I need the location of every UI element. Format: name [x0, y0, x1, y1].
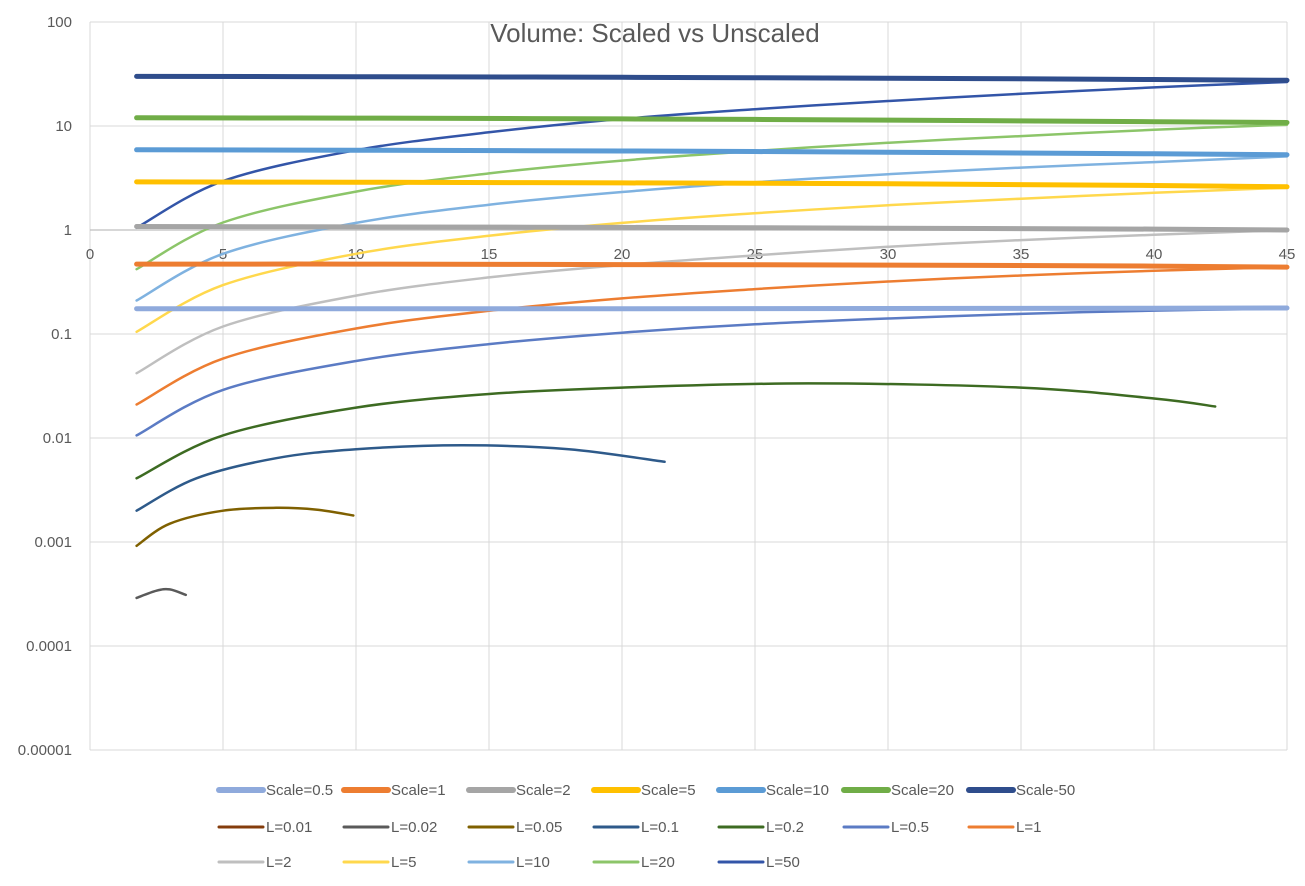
series-line-scale-20 — [134, 115, 1290, 125]
legend-item: L=2 — [217, 854, 291, 871]
x-tick-label: 35 — [1013, 246, 1030, 263]
legend-label: Scale=2 — [516, 782, 571, 799]
legend-label: Scale=5 — [641, 782, 696, 799]
x-tick-label: 40 — [1146, 246, 1163, 263]
legend-item: L=0.05 — [467, 819, 562, 836]
legend-item: Scale=20 — [841, 782, 954, 799]
series-line-scale-0-5 — [134, 305, 1290, 312]
series-line-l-1 — [135, 265, 1289, 406]
legend-label: Scale=0.5 — [266, 782, 333, 799]
legend-label: L=10 — [516, 854, 550, 871]
legend-item: L=0.2 — [717, 819, 804, 836]
series-line-l-2 — [135, 228, 1289, 375]
legend-label: L=1 — [1016, 819, 1041, 836]
series-line-l-0-02 — [135, 587, 188, 600]
y-axis-ticks: 100 10 1 0.1 0.01 0.001 0.0001 0.00001 — [18, 14, 72, 759]
gridlines — [89, 21, 1288, 751]
series-line-scale-10 — [134, 147, 1290, 158]
x-tick-label: 30 — [880, 246, 897, 263]
series-line-scale-50 — [134, 73, 1290, 83]
x-tick-label: 15 — [481, 246, 498, 263]
y-tick-label: 100 — [47, 14, 72, 31]
legend-item: L=10 — [467, 854, 550, 871]
legend-item: Scale=0.5 — [216, 782, 333, 799]
legend-label: L=0.2 — [766, 819, 804, 836]
x-tick-label: 0 — [86, 246, 94, 263]
legend-item: L=5 — [342, 854, 416, 871]
y-tick-label: 0.0001 — [26, 638, 72, 655]
legend-item: L=0.01 — [217, 819, 312, 836]
legend-item: L=0.02 — [342, 819, 437, 836]
legend-item: Scale=5 — [591, 782, 696, 799]
legend-item: Scale-50 — [966, 782, 1075, 799]
legend-item: L=0.5 — [842, 819, 929, 836]
y-tick-label: 0.00001 — [18, 742, 72, 759]
legend-label: L=0.01 — [266, 819, 312, 836]
legend-label: L=20 — [641, 854, 675, 871]
series-line-scale-5 — [134, 179, 1290, 190]
legend-item: L=20 — [592, 854, 675, 871]
legend-label: L=0.5 — [891, 819, 929, 836]
legend: Scale=0.5 Scale=1 Scale=2 Scale=5 Scale=10 Sc… — [216, 782, 1075, 871]
x-tick-label: 45 — [1279, 246, 1296, 263]
series-line-l-0-5 — [135, 307, 1289, 437]
legend-label: L=5 — [391, 854, 416, 871]
legend-label: L=50 — [766, 854, 800, 871]
chart-title: Volume: Scaled vs Unscaled — [490, 18, 820, 48]
y-tick-label: 0.01 — [43, 430, 72, 447]
series-line-l-0-2 — [135, 382, 1217, 480]
legend-label: L=0.02 — [391, 819, 437, 836]
y-tick-label: 0.1 — [51, 326, 72, 343]
y-tick-label: 10 — [55, 118, 72, 135]
legend-item: L=0.1 — [592, 819, 679, 836]
series-lines — [134, 73, 1290, 600]
legend-label: L=0.05 — [516, 819, 562, 836]
x-tick-label: 20 — [614, 246, 631, 263]
legend-label: L=2 — [266, 854, 291, 871]
series-line-l-50 — [135, 80, 1289, 230]
legend-item: L=1 — [967, 819, 1041, 836]
legend-label: L=0.1 — [641, 819, 679, 836]
series-line-l-10 — [135, 155, 1289, 302]
series-line-l-20 — [135, 123, 1289, 271]
y-tick-label: 0.001 — [34, 534, 72, 551]
series-line-scale-2 — [134, 224, 1290, 233]
series-line-l-0-05 — [135, 506, 355, 548]
legend-label: Scale=10 — [766, 782, 829, 799]
legend-item: Scale=10 — [716, 782, 829, 799]
x-axis-ticks: 0 5 10 15 20 25 30 35 40 45 — [86, 246, 1296, 263]
legend-item: Scale=2 — [466, 782, 571, 799]
series-line-scale-1 — [134, 261, 1290, 270]
legend-label: Scale=20 — [891, 782, 954, 799]
series-line-l-0-1 — [135, 444, 666, 512]
y-tick-label: 1 — [64, 222, 72, 239]
legend-label: Scale=1 — [391, 782, 446, 799]
legend-item: Scale=1 — [341, 782, 446, 799]
legend-item: L=50 — [717, 854, 800, 871]
legend-label: Scale-50 — [1016, 782, 1075, 799]
